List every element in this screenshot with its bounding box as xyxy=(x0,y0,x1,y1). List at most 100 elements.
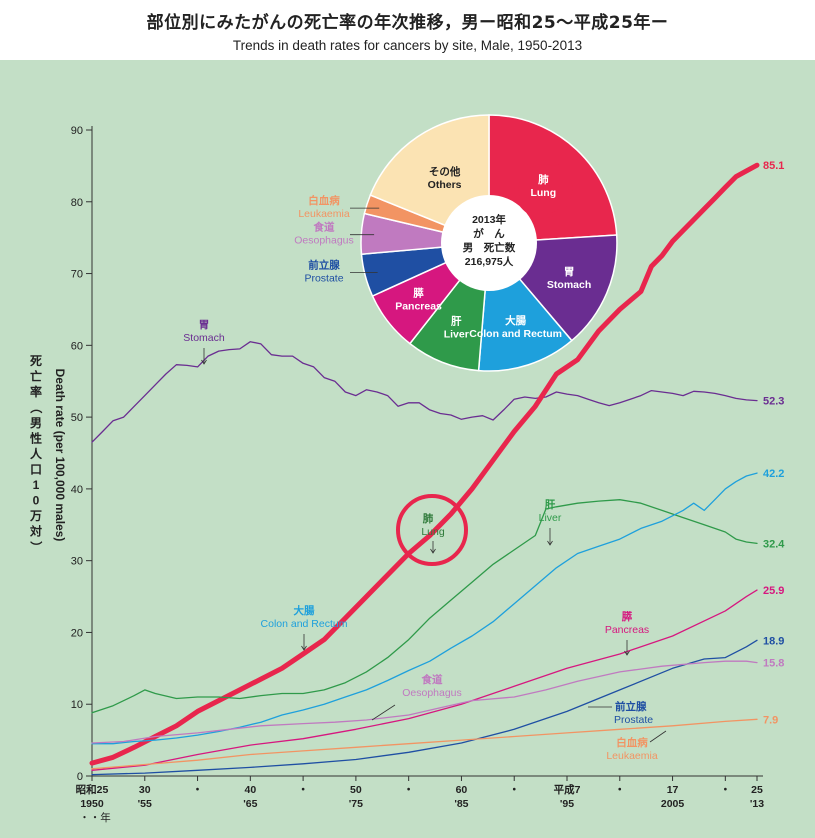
series-line-prostate xyxy=(91,639,758,776)
y-tick-label: 10 xyxy=(71,699,83,711)
y-tick-label: 0 xyxy=(77,771,83,783)
series-line-oesophagus xyxy=(91,660,758,744)
highlight-circle-lung xyxy=(396,494,468,566)
pie-label-colon-en: Colon and Rectum xyxy=(469,328,562,340)
arrowhead-pancreas xyxy=(624,650,630,656)
annotation-colon-jp: 大腸 xyxy=(294,604,315,617)
y-axis-label-jp-char: 率 xyxy=(30,384,42,399)
end-value-lung: 85.1 xyxy=(763,160,784,172)
pie-label-stomach-jp: 胃 xyxy=(564,266,575,278)
y-axis-label-en: Death rate (per 100,000 males) xyxy=(53,369,67,542)
x-tick-label: 17 xyxy=(667,784,679,796)
annotation-leukaemia-en: Leukaemia xyxy=(606,750,658,762)
annotation-prostate-en: Prostate xyxy=(614,714,653,726)
pie-label-stomach-en: Stomach xyxy=(547,279,591,291)
series-line-liver xyxy=(91,499,758,714)
x-tick-label: 40 xyxy=(244,784,256,796)
pie-label-pancreas-en: Pancreas xyxy=(395,300,442,312)
end-value-colon: 42.2 xyxy=(763,468,784,480)
x-tick-label: 50 xyxy=(350,784,362,796)
annotation-oesophagus-jp: 食道 xyxy=(421,673,443,686)
chart-title-en: Trends in death rates for cancers by sit… xyxy=(232,38,583,53)
arrowhead-colon xyxy=(301,645,307,651)
x-tick-label: ・ xyxy=(403,784,414,796)
series-line-lung xyxy=(89,162,760,766)
pie-label-lung-jp: 肺 xyxy=(538,173,549,186)
x-tick-label: ・ xyxy=(298,784,309,796)
x-tick-label: 1950 xyxy=(80,798,104,810)
x-tick-label: '55 xyxy=(138,798,152,810)
series-line-colon xyxy=(91,472,758,745)
arrowhead-stomach xyxy=(201,359,207,365)
arrow-leukaemia xyxy=(649,730,667,743)
y-axis-label-jp-char: 人 xyxy=(30,446,43,461)
arrow-oesophagus xyxy=(371,704,396,721)
annotation-pancreas-en: Pancreas xyxy=(605,624,649,636)
y-axis-label-jp-char: 男 xyxy=(30,416,42,430)
pie-label-leukaemia-en: Leukaemia xyxy=(298,208,350,220)
y-axis-label-jp-char: 口 xyxy=(30,463,42,477)
chart-title-jp: 部位別にみたがんの死亡率の年次推移，男ー昭和25〜平成25年ー xyxy=(146,13,669,33)
pie-label-prostate-jp: 前立腺 xyxy=(308,258,340,271)
pie-center-hole xyxy=(441,195,537,291)
pie-label-oesophagus-en: Oesophagus xyxy=(294,235,354,247)
pie-center-text: 216,975人 xyxy=(465,255,514,268)
pie-label-others-en: Others xyxy=(428,179,462,191)
x-tick-label: ・ xyxy=(615,784,626,796)
annotation-leukaemia-jp: 白血病 xyxy=(616,736,648,749)
x-tick-label: 平成7 xyxy=(554,783,581,796)
pie-label-colon-jp: 大腸 xyxy=(505,314,526,327)
header: 部位別にみたがんの死亡率の年次推移，男ー昭和25〜平成25年ー Trends i… xyxy=(0,0,815,60)
pie-label-prostate-en: Prostate xyxy=(304,272,343,284)
x-tick-label: '75 xyxy=(349,798,363,810)
y-axis-label-jp-char: 死 xyxy=(30,354,42,368)
x-tick-label: 60 xyxy=(456,784,468,796)
x-tick-label: 昭和25 xyxy=(76,783,109,796)
y-axis-label-jp-char: 0 xyxy=(33,494,40,508)
y-tick-label: 70 xyxy=(71,269,83,281)
annotation-colon-en: Colon and Rectum xyxy=(261,618,348,630)
pie-center-text: 男 死亡数 xyxy=(463,241,516,254)
pie-label-lung-en: Lung xyxy=(530,187,556,199)
annotation-stomach-en: Stomach xyxy=(183,332,225,344)
x-tick-label: ・ xyxy=(509,784,520,796)
y-axis-label-jp-char: 亡 xyxy=(30,369,42,384)
end-value-prostate: 18.9 xyxy=(763,635,784,647)
annotation-prostate-jp: 前立腺 xyxy=(615,700,647,713)
y-tick-label: 30 xyxy=(71,556,83,568)
annotation-stomach-jp: 胃 xyxy=(199,319,210,331)
end-value-stomach: 52.3 xyxy=(763,396,784,408)
x-tick-label: 30 xyxy=(139,784,151,796)
x-tick-label: 2005 xyxy=(661,798,685,810)
end-value-liver: 32.4 xyxy=(763,538,785,550)
annotation-liver-jp: 肝 xyxy=(545,499,556,511)
pie-label-liver-jp: 肝 xyxy=(451,315,462,327)
annotation-lung-en: Lung xyxy=(421,526,445,538)
pie-label-leukaemia-jp: 白血病 xyxy=(308,194,340,207)
y-tick-label: 20 xyxy=(71,627,83,639)
x-tick-label: '65 xyxy=(243,798,257,810)
x-tick-label: ・ xyxy=(720,784,731,796)
series-line-leukaemia xyxy=(91,718,758,770)
pie-center-text: 2013年 xyxy=(472,213,506,226)
x-tick-label: ・ xyxy=(192,784,203,796)
y-axis-label-jp-char: 性 xyxy=(29,431,42,446)
series-line-pancreas xyxy=(91,589,758,771)
arrowhead-liver xyxy=(547,540,553,546)
x-tick-label: '85 xyxy=(454,798,468,810)
x-tick-label: '13 xyxy=(750,798,764,810)
y-tick-label: 50 xyxy=(71,412,83,424)
arrowhead-lung xyxy=(430,548,436,554)
annotation-oesophagus-en: Oesophagus xyxy=(402,687,462,699)
y-axis-label-jp-char: ） xyxy=(29,541,44,553)
pie-label-pancreas-jp: 膵 xyxy=(413,286,424,299)
x-axis-unit-label: ・・年 xyxy=(79,811,111,824)
annotation-pancreas-jp: 膵 xyxy=(622,610,633,623)
end-value-leukaemia: 7.9 xyxy=(763,714,778,726)
pie-center-text: が ん xyxy=(473,227,505,240)
annotation-liver-en: Liver xyxy=(539,512,562,524)
y-axis-label-jp-char: 対 xyxy=(29,524,42,539)
end-value-pancreas: 25.9 xyxy=(763,585,784,597)
y-tick-label: 80 xyxy=(71,197,83,209)
x-tick-label: 25 xyxy=(751,784,763,796)
